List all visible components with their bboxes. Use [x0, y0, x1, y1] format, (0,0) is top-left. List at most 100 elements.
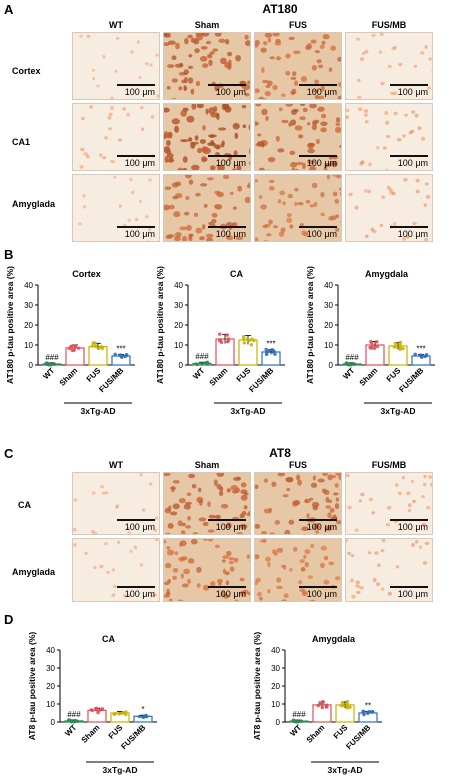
data-point	[75, 719, 79, 723]
chart-title: Amygdala	[365, 269, 409, 279]
data-point	[73, 345, 77, 349]
data-point	[117, 712, 122, 716]
y-tick-label: 10	[174, 341, 183, 350]
data-point	[398, 343, 403, 348]
data-point	[137, 714, 142, 719]
significance-label: **	[365, 701, 371, 710]
data-point	[142, 714, 147, 719]
significance-label: ###	[292, 710, 306, 719]
scale-label: 100 μm	[397, 229, 428, 239]
chart-title: Cortex	[72, 269, 101, 279]
panel-a-col-fus: FUS	[289, 20, 307, 30]
data-point	[372, 346, 377, 350]
significance-label: ***	[416, 344, 425, 353]
scale-bar	[208, 84, 246, 86]
data-point	[344, 361, 348, 365]
micrograph-a-r1-c1: 100 μm	[163, 103, 251, 171]
data-point	[291, 718, 295, 723]
chart-at180-cortex: Cortex AT180 p-tau positive area (%) 0 10 20…	[5, 266, 135, 416]
panel-a-col-wt: WT	[109, 20, 123, 30]
panel-c-col-fusmb: FUS/MB	[371, 460, 407, 470]
x-tick-label: Sham	[305, 723, 327, 745]
data-point	[264, 347, 268, 352]
scale-label: 100 μm	[306, 522, 337, 532]
y-tick-label: 30	[24, 301, 33, 310]
data-point	[401, 346, 405, 351]
chart-at180-ca: CA AT180 p-tau positive area (%) 0 10 20 30 40…	[155, 266, 285, 416]
data-point	[93, 341, 97, 345]
data-point	[124, 710, 128, 714]
scale-bar	[390, 84, 428, 86]
panel-c-col-wt: WT	[109, 460, 123, 470]
micrograph-a-r0-c0: 100 μm	[72, 32, 160, 100]
x-tick-label: FUS/MB	[247, 366, 275, 394]
panel-a-letter: A	[4, 2, 14, 17]
x-tick-label: Sham	[358, 366, 380, 388]
scale-bar	[208, 226, 246, 228]
data-point	[398, 346, 402, 350]
panel-c-letter: C	[4, 446, 14, 461]
data-point	[375, 344, 380, 349]
scale-label: 100 μm	[215, 229, 246, 239]
group-label: 3xTg-AD	[328, 765, 363, 775]
data-point	[368, 345, 372, 350]
data-point	[67, 346, 72, 351]
x-tick-label: FUS	[235, 366, 253, 384]
y-tick-label: 20	[46, 682, 55, 691]
scale-bar	[299, 586, 337, 588]
data-point	[299, 719, 304, 723]
data-point	[325, 705, 329, 709]
micrograph-a-r0-c3: 100 μm	[345, 32, 433, 100]
data-point	[249, 342, 254, 347]
data-point	[124, 712, 128, 717]
data-point	[264, 352, 269, 357]
micrograph-a-r2-c0: 100 μm	[72, 174, 160, 242]
micrograph-a-r2-c3: 100 μm	[345, 174, 433, 242]
data-point	[370, 709, 375, 714]
scale-label: 100 μm	[124, 522, 155, 532]
data-point	[219, 340, 224, 345]
scale-label: 100 μm	[306, 229, 337, 239]
x-tick-label: Sham	[208, 366, 230, 388]
data-point	[70, 719, 74, 723]
data-point	[120, 354, 124, 358]
data-point	[72, 348, 76, 353]
x-tick-label: FUS	[385, 366, 403, 384]
significance-label: ###	[45, 353, 59, 362]
y-tick-label: 10	[46, 700, 55, 709]
panel-a-col-fusmb: FUS/MB	[371, 20, 407, 30]
data-point	[90, 708, 95, 713]
data-point	[413, 352, 417, 357]
scale-bar	[299, 519, 337, 521]
data-point	[398, 340, 403, 345]
chart-y-label: AT8 p-tau positive area (%)	[252, 632, 262, 741]
data-point	[345, 702, 350, 707]
chart-y-label: AT180 p-tau positive area (%)	[155, 266, 165, 384]
x-tick-label: WT	[288, 723, 303, 738]
data-point	[242, 337, 246, 341]
chart-at8-ca: CA AT8 p-tau positive area (%) 0 10 20 30 40 ##…	[27, 632, 157, 775]
y-tick-label: 40	[24, 281, 33, 290]
data-point	[69, 344, 74, 349]
y-tick-label: 30	[46, 664, 55, 673]
data-point	[318, 701, 322, 705]
data-point	[120, 711, 125, 716]
data-point	[195, 362, 200, 367]
scale-bar	[117, 226, 155, 228]
data-point	[393, 341, 398, 346]
panel-a-row-ca1: CA1	[12, 137, 31, 147]
y-tick-label: 0	[51, 718, 56, 727]
x-tick-label: FUS/MB	[344, 723, 372, 751]
x-tick-label: FUS	[332, 723, 350, 741]
data-point	[340, 700, 345, 705]
micrograph-c-r1-c3: 100 μm	[345, 538, 433, 602]
significance-label: ***	[116, 344, 125, 353]
data-point	[99, 707, 104, 712]
y-tick-label: 40	[46, 646, 55, 655]
scale-label: 100 μm	[306, 87, 337, 97]
scale-label: 100 μm	[124, 87, 155, 97]
chart-y-label: AT180 p-tau positive area (%)	[5, 266, 15, 384]
x-tick-label: FUS	[107, 723, 125, 741]
y-tick-label: 40	[324, 281, 333, 290]
micrograph-c-r0-c0: 100 μm	[72, 472, 160, 535]
